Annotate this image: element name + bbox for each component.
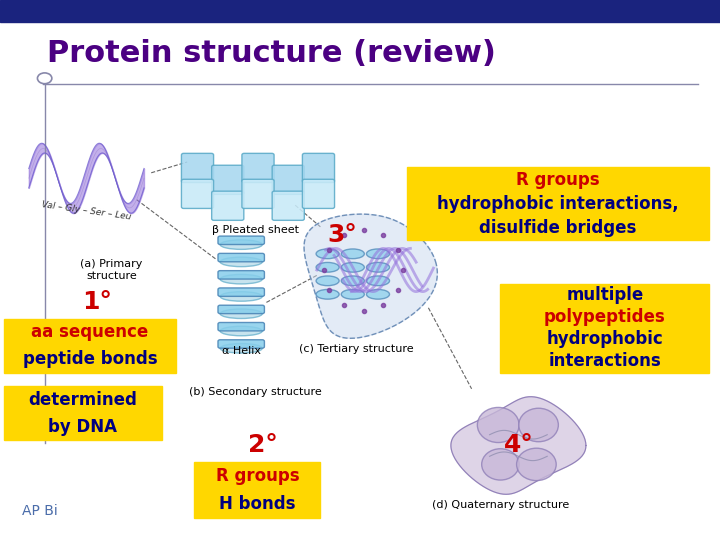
Ellipse shape (341, 249, 364, 259)
Ellipse shape (341, 262, 364, 272)
Ellipse shape (341, 289, 364, 299)
FancyBboxPatch shape (302, 153, 335, 183)
Text: multiple: multiple (566, 286, 644, 303)
Ellipse shape (477, 407, 519, 443)
Ellipse shape (366, 276, 390, 286)
Text: (c) Tertiary structure: (c) Tertiary structure (299, 343, 413, 354)
FancyBboxPatch shape (218, 288, 264, 296)
Text: disulfide bridges: disulfide bridges (480, 219, 636, 237)
Ellipse shape (220, 343, 262, 353)
FancyBboxPatch shape (218, 236, 264, 245)
FancyBboxPatch shape (218, 305, 264, 314)
FancyBboxPatch shape (272, 165, 305, 194)
Ellipse shape (366, 249, 390, 259)
Polygon shape (304, 214, 437, 338)
Text: polypeptides: polypeptides (544, 308, 666, 326)
Text: (a) Primary
structure: (a) Primary structure (81, 259, 143, 281)
Ellipse shape (518, 408, 558, 442)
FancyBboxPatch shape (302, 179, 335, 208)
Ellipse shape (220, 257, 262, 267)
Polygon shape (451, 397, 586, 494)
Text: AP Bi: AP Bi (22, 504, 58, 518)
Text: R groups: R groups (516, 171, 600, 188)
FancyBboxPatch shape (4, 386, 162, 440)
Text: Val – Gly – Ser – Leu: Val – Gly – Ser – Leu (41, 200, 132, 221)
Ellipse shape (316, 262, 339, 272)
Ellipse shape (316, 249, 339, 259)
Text: hydrophobic interactions,: hydrophobic interactions, (437, 195, 679, 213)
Ellipse shape (316, 289, 339, 299)
FancyBboxPatch shape (218, 322, 264, 331)
Text: by DNA: by DNA (48, 417, 117, 436)
Text: 3°: 3° (327, 223, 357, 247)
Bar (0, 0, 720, 22)
FancyBboxPatch shape (212, 165, 244, 194)
Text: hydrophobic: hydrophobic (546, 330, 663, 348)
Ellipse shape (366, 289, 390, 299)
Ellipse shape (220, 274, 262, 284)
Ellipse shape (220, 292, 262, 301)
Text: 2°: 2° (248, 434, 278, 457)
Text: (d) Quaternary structure: (d) Quaternary structure (432, 500, 569, 510)
FancyBboxPatch shape (4, 319, 176, 373)
Text: 4°: 4° (503, 434, 534, 457)
FancyBboxPatch shape (500, 284, 709, 373)
Text: peptide bonds: peptide bonds (23, 350, 157, 368)
FancyBboxPatch shape (218, 271, 264, 279)
Text: interactions: interactions (549, 353, 661, 370)
FancyBboxPatch shape (181, 179, 214, 208)
FancyBboxPatch shape (242, 153, 274, 183)
Ellipse shape (341, 276, 364, 286)
Ellipse shape (220, 240, 262, 249)
Text: Protein structure (review): Protein structure (review) (47, 38, 495, 68)
Text: α Helix: α Helix (222, 346, 261, 356)
Ellipse shape (220, 309, 262, 319)
Text: (b) Secondary structure: (b) Secondary structure (189, 387, 322, 397)
Ellipse shape (517, 448, 556, 481)
Text: determined: determined (28, 390, 138, 409)
FancyBboxPatch shape (407, 167, 709, 240)
Text: β Pleated sheet: β Pleated sheet (212, 225, 299, 235)
FancyBboxPatch shape (212, 191, 244, 220)
Ellipse shape (220, 326, 262, 336)
FancyBboxPatch shape (218, 253, 264, 262)
Text: aa sequence: aa sequence (32, 323, 148, 341)
Text: H bonds: H bonds (219, 495, 296, 513)
FancyBboxPatch shape (242, 179, 274, 208)
FancyBboxPatch shape (181, 153, 214, 183)
Ellipse shape (316, 276, 339, 286)
Ellipse shape (482, 449, 519, 480)
Text: 1°: 1° (82, 291, 112, 314)
FancyBboxPatch shape (194, 462, 320, 518)
FancyBboxPatch shape (218, 340, 264, 348)
FancyBboxPatch shape (272, 191, 305, 220)
Ellipse shape (366, 262, 390, 272)
Text: R groups: R groups (215, 467, 300, 485)
